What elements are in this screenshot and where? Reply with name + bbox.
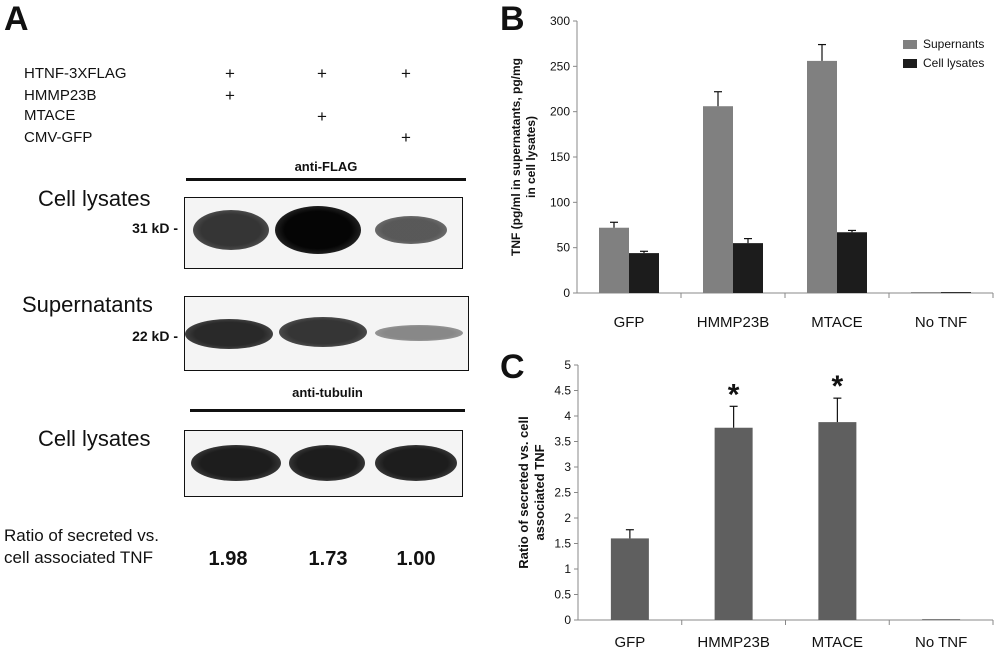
bar [714, 427, 753, 620]
western-blot-image [184, 197, 463, 269]
y-tick-label: 0.5 [554, 588, 571, 602]
y-tick-label: 2.5 [554, 486, 571, 500]
blot-band [375, 216, 447, 244]
ratio-label-line2: cell associated TNF [4, 548, 153, 568]
panel-c-letter: C [500, 348, 525, 386]
x-tick-label: HMMP23B [697, 314, 770, 331]
western-blot-image [184, 430, 463, 497]
blot-band [289, 445, 365, 481]
ratio-value: 1.00 [396, 548, 436, 570]
condition-mark: + [401, 64, 411, 83]
antibody-label-anti-flag: anti-FLAG [294, 159, 358, 174]
western-blot-image [184, 296, 469, 371]
bar [837, 232, 867, 293]
significance-asterisk: * [832, 370, 844, 403]
bar [733, 243, 763, 293]
x-tick-label: MTACE [812, 634, 863, 650]
bar [610, 538, 649, 620]
y-tick-label: 0 [564, 613, 571, 627]
y-tick-label: 4.5 [554, 384, 571, 398]
x-tick-label: No TNF [915, 634, 967, 650]
blot-section-title: Cell lysates [38, 426, 151, 451]
bar [941, 292, 971, 293]
y-tick-label: 5 [564, 358, 571, 372]
condition-mark: + [317, 64, 327, 83]
x-tick-label: GFP [614, 634, 645, 650]
ratio-label-line1: Ratio of secreted vs. [4, 526, 159, 545]
blot-band [193, 210, 269, 250]
y-axis-label: Ratio of secreted vs. cellassociated TNF [516, 416, 547, 568]
blot-band [375, 325, 463, 341]
legend-swatch [903, 40, 917, 49]
bar [629, 253, 659, 293]
antibody-rule [186, 178, 466, 181]
panel-b-letter: B [500, 0, 525, 38]
legend-entry: Supernants [923, 37, 984, 51]
y-tick-label: 2 [564, 511, 571, 525]
y-tick-label: 50 [557, 241, 571, 255]
y-tick-label: 3 [564, 460, 571, 474]
condition-mark: + [225, 86, 235, 105]
molecular-weight-marker: 31 kD - [132, 220, 178, 236]
x-tick-label: HMMP23B [697, 634, 770, 650]
significance-asterisk: * [728, 378, 740, 411]
blot-band [185, 319, 273, 349]
blot-band [279, 317, 367, 347]
blot-band [191, 445, 281, 481]
chart-b-tnf-levels: 0 50 100 150 200 250 300 TNF (pg/ml in supernat… [509, 14, 994, 331]
bar [807, 60, 837, 293]
condition-label-cmv-gfp: CMV-GFP [24, 129, 93, 146]
condition-mark: + [317, 107, 327, 126]
bar [922, 619, 961, 620]
condition-mark: + [401, 128, 411, 147]
bar [599, 227, 629, 293]
bar [911, 292, 941, 293]
ratio-value: 1.73 [308, 548, 348, 570]
y-axis-label-line: TNF (pg/ml in supernatants, pg/mg [509, 58, 523, 256]
bar [818, 422, 857, 620]
y-axis-label-line: in cell lysates) [524, 116, 538, 198]
x-tick-label: GFP [614, 314, 645, 331]
y-tick-label: 1 [564, 562, 571, 576]
bar [703, 106, 733, 293]
y-axis-label: TNF (pg/ml in supernatants, pg/mgin cell… [509, 58, 538, 256]
ratio-value: 1.98 [208, 548, 248, 570]
condition-mark: + [225, 64, 235, 83]
y-tick-label: 200 [550, 105, 570, 119]
y-tick-label: 3.5 [554, 435, 571, 449]
molecular-weight-marker: 22 kD - [132, 328, 178, 344]
y-tick-label: 0 [563, 286, 570, 300]
chart-c-ratio: 0 0.5 1 1.5 2 2.5 3 3.5 4 4.5 5 Ratio of secreted v… [516, 358, 994, 650]
y-axis-label-line: associated TNF [532, 444, 547, 540]
legend-entry: Cell lysates [923, 56, 984, 70]
antibody-label-anti-tubulin: anti-tubulin [292, 385, 363, 400]
x-tick-label: No TNF [915, 314, 967, 331]
condition-label-htnf: HTNF-3XFLAG [24, 65, 127, 82]
blot-section-title: Supernatants [22, 292, 153, 317]
y-axis-label-line: Ratio of secreted vs. cell [516, 416, 531, 568]
blot-band [275, 206, 361, 254]
condition-label-hmmp23b: HMMP23B [24, 87, 97, 104]
y-tick-label: 300 [550, 14, 570, 28]
y-tick-label: 4 [564, 409, 571, 423]
y-tick-label: 100 [550, 195, 570, 209]
panel-a-letter: A [4, 0, 29, 38]
y-tick-label: 150 [550, 150, 570, 164]
x-tick-label: MTACE [811, 314, 862, 331]
y-tick-label: 1.5 [554, 537, 571, 551]
y-tick-label: 250 [550, 59, 570, 73]
blot-section-title: Cell lysates [38, 186, 151, 211]
antibody-rule [190, 409, 465, 412]
legend-swatch [903, 59, 917, 68]
blot-band [375, 445, 457, 481]
ratio-label: Ratio of secreted vs. cell associated TN… [4, 525, 159, 569]
condition-label-mtace: MTACE [24, 107, 76, 124]
